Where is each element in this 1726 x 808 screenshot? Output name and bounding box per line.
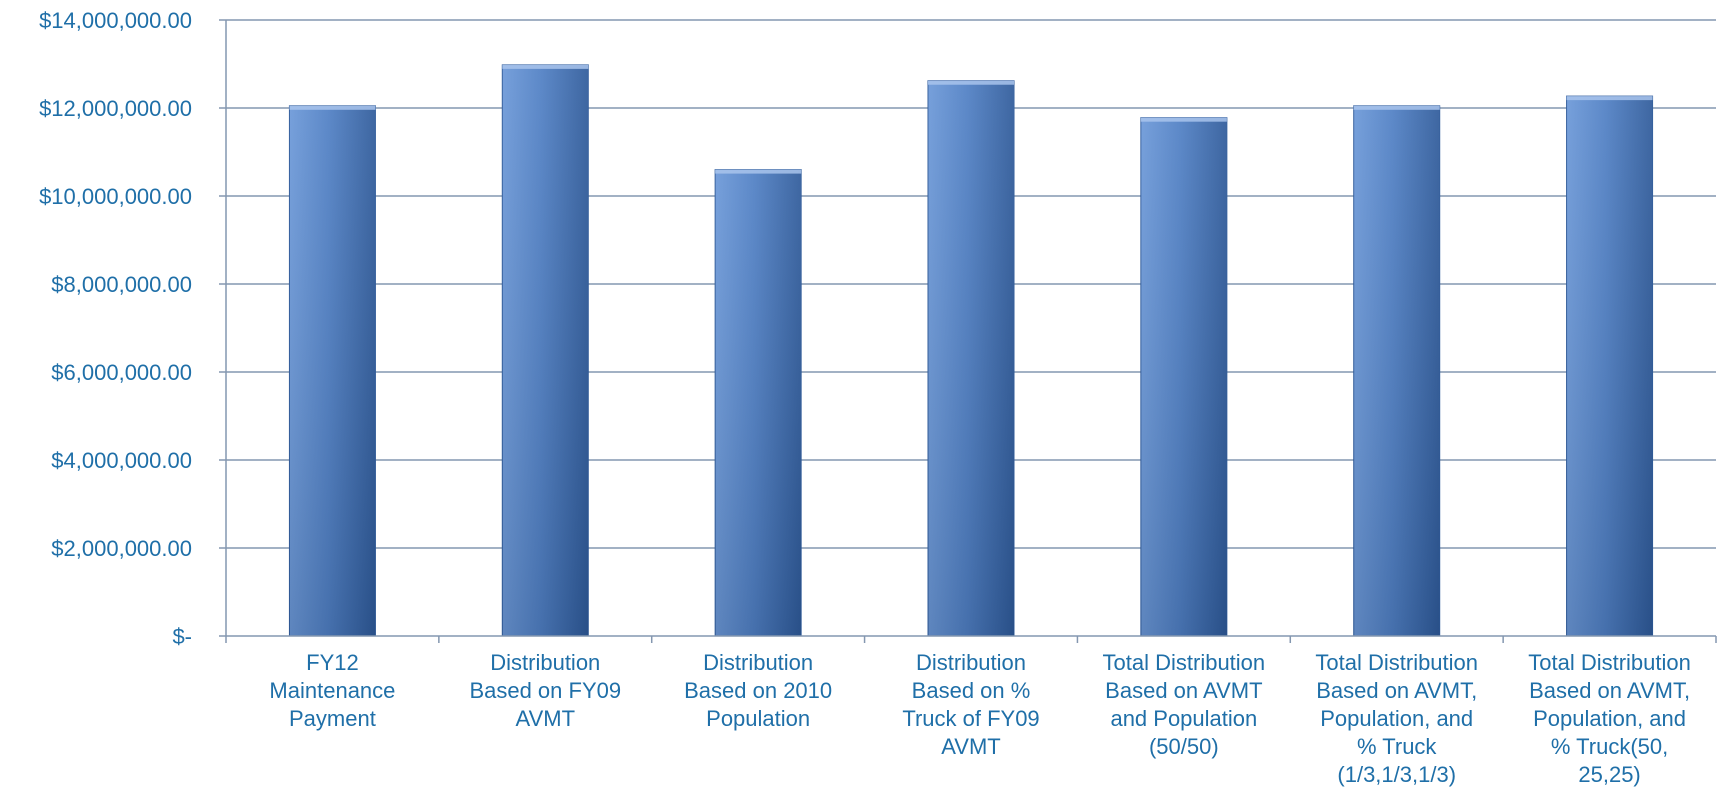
y-tick-label: $-	[172, 624, 192, 649]
bar-7	[1566, 95, 1654, 637]
x-category-label-line: FY12	[306, 650, 359, 675]
bar-3	[714, 169, 802, 637]
bar-shade	[715, 169, 802, 636]
bar-1	[288, 105, 376, 637]
bar-shade	[1140, 117, 1227, 637]
x-category-label-line: % Truck	[1357, 734, 1437, 759]
x-category-label-line: Population, and	[1533, 706, 1686, 731]
y-tick-label: $10,000,000.00	[39, 184, 192, 209]
x-category-label-line: Based on %	[912, 678, 1031, 703]
x-axis-category-labels: FY12 Maintenance Payment Distribution Based …	[269, 650, 1690, 787]
bar-shade	[289, 105, 376, 637]
x-category-label-line: % Truck(50,	[1551, 734, 1668, 759]
bar-top-highlight	[289, 105, 376, 110]
bar-shade	[1353, 105, 1440, 637]
x-category-label-line: Population, and	[1320, 706, 1473, 731]
x-category-label-line: AVMT	[941, 734, 1000, 759]
x-category-label-line: Based on AVMT,	[1316, 678, 1477, 703]
y-tick-label: $2,000,000.00	[51, 536, 192, 561]
bar-top-highlight	[502, 64, 589, 69]
y-tick-label: $12,000,000.00	[39, 96, 192, 121]
x-category-label-line: Population	[706, 706, 810, 731]
bar-5	[1140, 117, 1228, 637]
x-category-label-line: Distribution	[490, 650, 600, 675]
x-category-label-line: Total Distribution	[1103, 650, 1266, 675]
x-category-label-line: Distribution	[703, 650, 813, 675]
x-category-label-line: and Population	[1110, 706, 1257, 731]
bar-top-highlight	[928, 80, 1014, 85]
x-category-label: Distribution Based on 2010 Population	[684, 650, 832, 731]
x-category-label-line: Maintenance	[269, 678, 395, 703]
bar-top-highlight	[1140, 117, 1227, 122]
axes	[225, 20, 1717, 643]
x-category-label-line: Based on 2010	[684, 678, 832, 703]
bar-shade	[1566, 96, 1653, 637]
x-category-label-line: Total Distribution	[1528, 650, 1691, 675]
bar-4	[927, 80, 1015, 637]
bar-shade	[928, 80, 1014, 637]
bar-top-highlight	[1566, 96, 1653, 101]
bar-top-highlight	[715, 169, 802, 174]
x-category-label-line: Truck of FY09	[902, 706, 1039, 731]
x-category-label: Distribution Based on % Truck of FY09 AVMT	[902, 650, 1039, 759]
x-category-label-line: (1/3,1/3,1/3)	[1337, 762, 1456, 787]
x-category-label: Total Distribution Based on AVMT, Populati…	[1528, 650, 1691, 787]
x-category-label-line: 25,25)	[1578, 762, 1640, 787]
x-category-label-line: Payment	[289, 706, 376, 731]
y-tick-label: $14,000,000.00	[39, 8, 192, 33]
x-category-label: Distribution Based on FY09 AVMT	[469, 650, 621, 731]
x-category-label-line: Based on AVMT,	[1529, 678, 1690, 703]
bar-top-highlight	[1353, 105, 1440, 110]
x-category-label-line: Distribution	[916, 650, 1026, 675]
x-category-label-line: Total Distribution	[1315, 650, 1478, 675]
y-tick-label: $8,000,000.00	[51, 272, 192, 297]
bars	[288, 64, 1654, 637]
x-category-label: Total Distribution Based on AVMT, Populati…	[1315, 650, 1478, 787]
x-category-label-line: Based on AVMT	[1105, 678, 1262, 703]
bar-2	[501, 64, 589, 637]
x-category-label-line: Based on FY09	[469, 678, 621, 703]
bar-shade	[502, 64, 589, 636]
x-category-label-line: (50/50)	[1149, 734, 1219, 759]
y-tick-label: $6,000,000.00	[51, 360, 192, 385]
x-category-label-line: AVMT	[516, 706, 575, 731]
x-category-label: Total Distribution Based on AVMT and Popul…	[1103, 650, 1266, 759]
x-category-label: FY12 Maintenance Payment	[269, 650, 395, 731]
bar-6	[1353, 105, 1441, 637]
y-axis-tick-labels: $- $2,000,000.00 $4,000,000.00 $6,000,000.0…	[39, 8, 192, 649]
y-tick-label: $4,000,000.00	[51, 448, 192, 473]
